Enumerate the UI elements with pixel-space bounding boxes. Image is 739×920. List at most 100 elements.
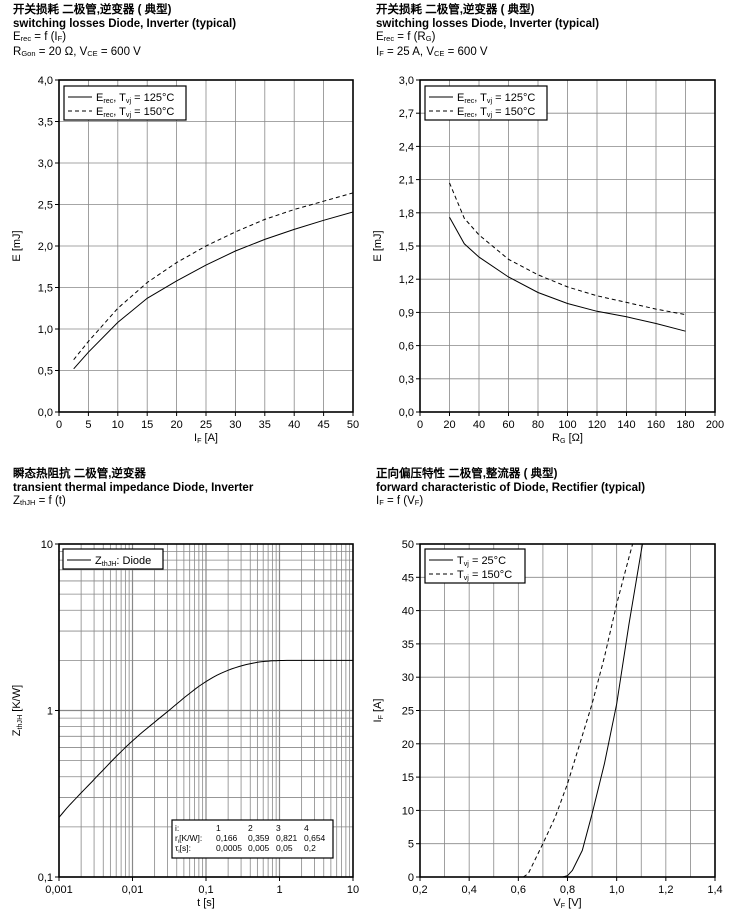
text-segment: = 125°C <box>131 92 174 104</box>
table-cell: 4 <box>304 823 309 833</box>
legend-box <box>424 85 548 121</box>
text-segment: E <box>457 106 464 118</box>
text-segment: = 20 Ω, V <box>35 45 88 58</box>
table-cell: 1 <box>216 823 221 833</box>
subscript: rec <box>103 97 113 105</box>
chart1-function: Erec = f (IF) <box>13 31 236 46</box>
text-segment: I <box>194 432 197 444</box>
text-segment: 0,166 <box>216 833 238 843</box>
x-tick-label: 20 <box>170 419 182 431</box>
chart3-function: ZthJH = f (t) <box>13 495 253 510</box>
chart-1: 0 5 10 15 20 25 30 35 40 45 50 0,0 0,5 1,0 1,5 2,0 2,5 3,… <box>11 75 359 445</box>
y-tick-label: 2,1 <box>399 175 414 187</box>
x-tick-label: 0,6 <box>511 884 526 896</box>
text-segment: E <box>457 92 464 104</box>
text-segment: Z <box>11 729 23 736</box>
y-axis-label: ZthJH​ [K/W] <box>11 685 24 736</box>
text-segment: E <box>96 106 103 118</box>
y-tick-label: 30 <box>402 672 414 684</box>
text-segment: I <box>376 495 380 507</box>
x-tick-label: 5 <box>85 419 91 431</box>
subscript: rec <box>464 111 474 119</box>
x-tick-label: 180 <box>676 419 694 431</box>
x-tick-label: 45 <box>317 419 329 431</box>
text-segment: V <box>553 897 561 909</box>
y-tick-label: 2,0 <box>38 241 53 253</box>
subscript: G <box>560 437 566 445</box>
text-segment: 0,0005 <box>216 843 242 853</box>
text-segment: = 25°C <box>469 555 506 567</box>
chart-4: 0,2 0,4 0,6 0,8 1,0 1,2 1,4 0 5 10 15 20 25 30 35 40 45 5… <box>372 539 723 910</box>
x-axis-label: t [s] <box>197 897 215 909</box>
chart2-function: Erec = f (RG) <box>376 31 599 46</box>
table-cell: 0,0005 <box>216 843 242 853</box>
text-segment: [A] <box>201 432 218 444</box>
x-tick-label: 160 <box>647 419 665 431</box>
subscript: thJH <box>102 560 117 568</box>
y-tick-label: 0,3 <box>399 374 414 386</box>
x-tick-label: 10 <box>347 884 359 896</box>
x-tick-label: 80 <box>532 419 544 431</box>
y-axis-label: E [mJ] <box>11 230 23 261</box>
text-segment: = f (t) <box>35 495 66 507</box>
y-tick-label: 40 <box>402 606 414 618</box>
chart3-header: 瞬态热阻抗 二极管,逆变器 transient thermal impedanc… <box>13 468 253 510</box>
chart4-function: IF = f (VF) <box>376 495 645 510</box>
legend-label: Tvj​ = 150°C <box>457 569 512 582</box>
subscript: CE <box>87 48 98 58</box>
y-tick-label: 0,6 <box>399 341 414 353</box>
x-axis-label: RG​ [Ω] <box>552 432 583 445</box>
text-segment: 4 <box>304 823 309 833</box>
subscript: rec <box>464 97 474 105</box>
x-tick-label: 50 <box>347 419 359 431</box>
x-tick-label: 0,1 <box>198 884 213 896</box>
text-segment: ) <box>419 495 424 507</box>
x-tick-label: 40 <box>473 419 485 431</box>
text-segment: = 600 V <box>444 45 488 58</box>
subscript: thJH <box>16 715 24 730</box>
subscript: thJH <box>20 498 36 507</box>
y-tick-label: 3,0 <box>399 75 414 87</box>
text-segment: ) <box>62 31 67 43</box>
y-tick-label: 10 <box>41 539 53 551</box>
subscript: F <box>379 498 384 507</box>
text-segment: = 125°C <box>492 92 535 104</box>
text-segment: 3 <box>276 823 281 833</box>
text-segment: , T <box>474 92 487 104</box>
subscript: vj <box>464 574 470 582</box>
table-cell: 0,2 <box>304 843 316 853</box>
text-segment: E <box>96 92 103 104</box>
chart2-conditions: IF = 25 A, VCE = 600 V <box>376 46 599 61</box>
subscript: vj <box>487 111 493 119</box>
table-cell: 2 <box>248 823 253 833</box>
text-segment: I <box>376 45 380 58</box>
subscript: vj <box>487 97 493 105</box>
y-axis-label: IF​ [A] <box>372 699 385 723</box>
text-segment: : Diode <box>116 555 151 567</box>
y-tick-label: 1,5 <box>399 241 414 253</box>
y-tick-label: 4,0 <box>38 75 53 87</box>
table-box <box>171 819 334 859</box>
chart3-title-en: transient thermal impedance Diode, Inver… <box>13 481 254 494</box>
table-cell: ri​[K/W]: <box>175 833 202 845</box>
table-cell: 0,654 <box>304 833 326 843</box>
series-line-1 <box>59 659 353 818</box>
y-tick-label: 0,0 <box>399 407 414 419</box>
y-tick-label: 2,5 <box>38 200 53 212</box>
text-segment: r <box>175 833 178 843</box>
legend: ZthJH​: Diode <box>62 548 164 570</box>
text-segment: = f (I <box>31 31 58 43</box>
x-tick-label: 100 <box>558 419 576 431</box>
y-tick-label: 0 <box>408 872 414 884</box>
subscript: vj <box>126 111 132 119</box>
text-segment: E [mJ] <box>372 230 384 261</box>
x-axis-label: IF​ [A] <box>194 432 218 445</box>
x-tick-label: 140 <box>617 419 635 431</box>
x-axis-label: VF​ [V] <box>553 897 581 910</box>
table-cell: 0,359 <box>248 833 270 843</box>
legend-label: Erec​, Tvj​ = 150°C <box>457 106 535 119</box>
x-tick-label: 1,2 <box>658 884 673 896</box>
legend-label: ZthJH​: Diode <box>95 555 151 568</box>
